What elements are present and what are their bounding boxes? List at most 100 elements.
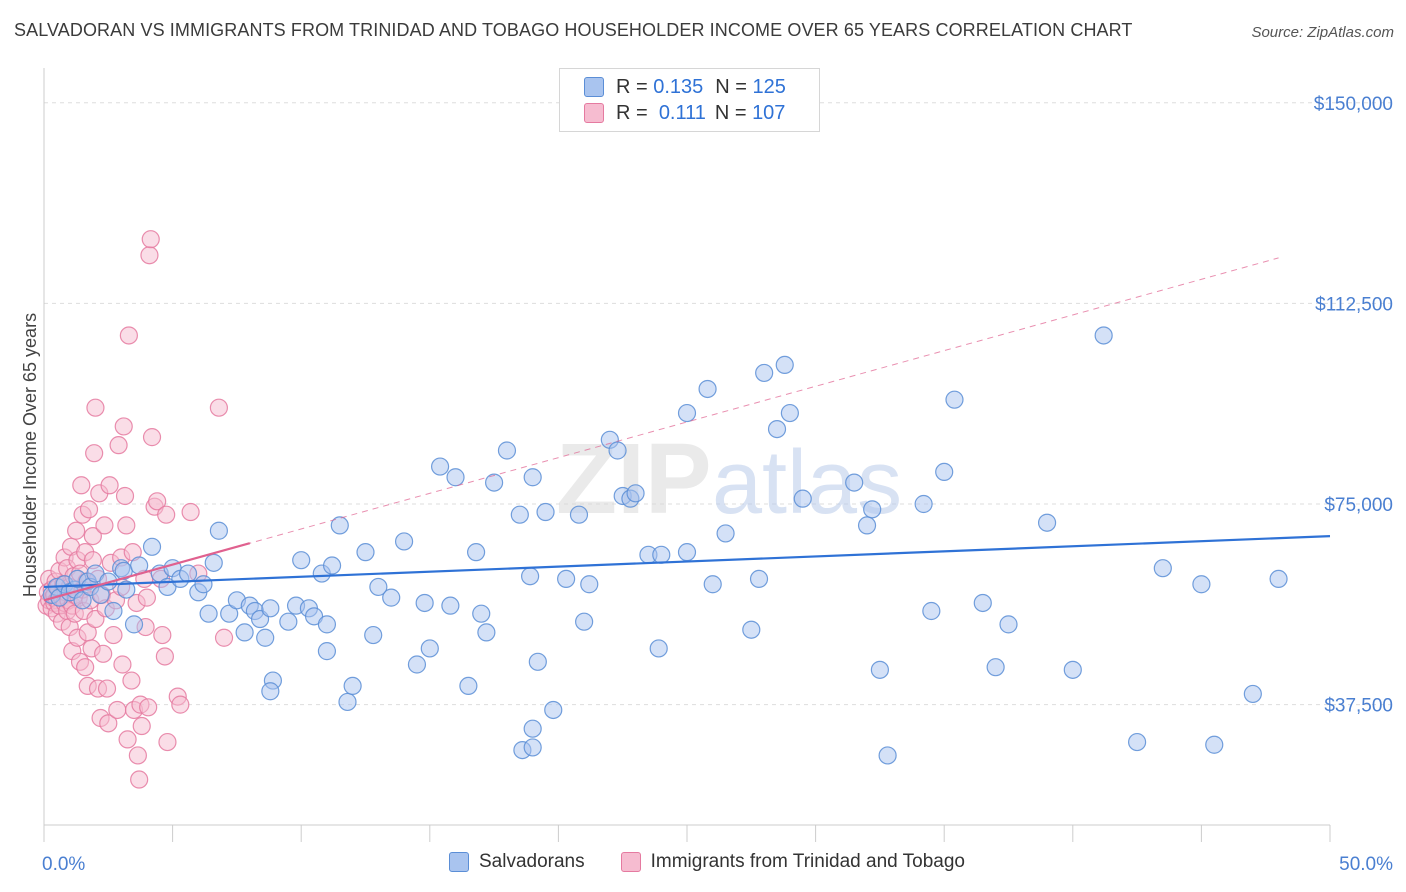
point-salvadorans xyxy=(523,468,542,487)
point-salvadorans xyxy=(945,390,964,409)
point-trinidad xyxy=(76,658,95,677)
point-salvadorans xyxy=(485,473,504,492)
point-salvadorans xyxy=(194,575,213,594)
point-trinidad xyxy=(108,700,127,720)
point-salvadorans xyxy=(73,591,92,610)
point-salvadorans xyxy=(441,596,460,615)
point-salvadorans xyxy=(845,473,864,492)
point-salvadorans xyxy=(178,564,198,583)
x-tick-label-left: 0.0% xyxy=(42,854,85,875)
legend-swatch-pink xyxy=(620,852,641,872)
point-salvadorans xyxy=(1094,326,1113,345)
point-trinidad xyxy=(85,444,104,463)
point-trinidad xyxy=(94,644,113,663)
point-trinidad xyxy=(130,770,149,789)
point-trinidad xyxy=(142,428,162,447)
series-legend-trinidad: Immigrants from Trinidad and Tobago xyxy=(620,851,965,873)
y-tick-label: $150,000 xyxy=(1314,94,1393,115)
point-salvadorans xyxy=(922,601,941,621)
point-salvadorans xyxy=(1153,559,1172,578)
point-trinidad xyxy=(117,516,136,535)
legend-swatch-blue xyxy=(584,77,604,97)
point-salvadorans xyxy=(528,652,547,671)
point-trinidad xyxy=(128,746,147,765)
point-salvadorans xyxy=(220,604,239,623)
point-salvadorans xyxy=(86,564,105,583)
point-salvadorans xyxy=(557,569,576,589)
point-salvadorans xyxy=(477,623,496,642)
point-salvadorans xyxy=(780,403,799,423)
point-salvadorans xyxy=(394,532,414,551)
point-salvadorans xyxy=(446,468,465,487)
point-trinidad xyxy=(114,417,133,436)
point-trinidad xyxy=(119,326,138,345)
point-salvadorans xyxy=(356,543,375,562)
point-salvadorans xyxy=(649,639,668,658)
point-salvadorans xyxy=(317,642,337,661)
point-salvadorans xyxy=(1205,735,1224,754)
point-salvadorans xyxy=(1243,684,1262,704)
legend-r-label: R = xyxy=(616,101,648,124)
legend-n-value: 107 xyxy=(752,101,786,124)
point-trinidad xyxy=(109,436,128,455)
point-salvadorans xyxy=(580,575,599,594)
point-trinidad xyxy=(115,486,135,506)
legend-r-label: R = xyxy=(616,75,648,98)
point-salvadorans xyxy=(497,441,517,460)
point-salvadorans xyxy=(459,676,478,696)
y-axis-title: Householder Income Over 65 years xyxy=(20,313,40,597)
series-legend-label: Immigrants from Trinidad and Tobago xyxy=(650,851,965,872)
point-salvadorans xyxy=(472,604,491,623)
trend-lines xyxy=(43,257,1331,602)
point-trinidad xyxy=(171,695,190,714)
source-label: Source: ZipAtlas.com xyxy=(1251,24,1394,41)
point-trinidad xyxy=(214,628,234,647)
point-trinidad xyxy=(157,505,176,524)
point-salvadorans xyxy=(742,620,761,639)
trend-line-trinidad-solid xyxy=(43,542,251,602)
point-salvadorans xyxy=(652,545,671,564)
series-legend: Salvadorans Immigrants from Trinidad and… xyxy=(449,851,1001,873)
point-trinidad xyxy=(209,398,228,417)
point-salvadorans xyxy=(510,505,529,524)
point-trinidad xyxy=(148,492,167,511)
chart-title: SALVADORAN VS IMMIGRANTS FROM TRINIDAD A… xyxy=(14,20,1133,40)
point-salvadorans xyxy=(521,567,540,586)
point-trinidad xyxy=(122,671,141,690)
point-trinidad xyxy=(132,716,151,736)
point-salvadorans xyxy=(235,623,254,642)
point-salvadorans xyxy=(575,612,594,631)
point-trinidad xyxy=(83,526,102,546)
point-salvadorans xyxy=(199,604,218,623)
point-salvadorans xyxy=(1269,569,1288,589)
point-trinidad xyxy=(95,516,114,535)
point-salvadorans xyxy=(330,516,349,535)
point-salvadorans xyxy=(292,551,311,570)
y-tick-label: $75,000 xyxy=(1324,495,1393,516)
point-salvadorans xyxy=(569,505,589,524)
point-salvadorans xyxy=(382,588,401,607)
point-salvadorans xyxy=(261,599,280,618)
y-tick-labels: $37,500 $75,000 $112,500 $150,000 xyxy=(1314,94,1393,717)
point-trinidad xyxy=(140,246,159,265)
point-salvadorans xyxy=(767,420,787,439)
point-salvadorans xyxy=(986,658,1005,677)
y-tick-label: $37,500 xyxy=(1324,696,1393,717)
point-salvadorans xyxy=(857,516,877,535)
point-salvadorans xyxy=(914,494,933,514)
point-salvadorans xyxy=(430,457,450,476)
legend-row-trinidad: R = 0.111 N = 107 xyxy=(584,101,785,125)
point-trinidad xyxy=(97,679,117,698)
point-salvadorans xyxy=(142,537,162,556)
point-salvadorans xyxy=(626,484,645,503)
point-salvadorans xyxy=(749,569,769,589)
point-salvadorans xyxy=(608,441,627,460)
x-tick-label-right: 50.0% xyxy=(1339,854,1393,875)
y-tick-label: $112,500 xyxy=(1315,294,1393,315)
point-trinidad xyxy=(113,655,132,674)
point-trinidad xyxy=(99,714,118,733)
legend-n-label: N = xyxy=(714,101,747,124)
correlation-legend: R = 0.135 N = 125 R = 0.111 N = 107 xyxy=(559,68,820,132)
point-salvadorans xyxy=(124,615,144,634)
point-salvadorans xyxy=(343,676,362,696)
